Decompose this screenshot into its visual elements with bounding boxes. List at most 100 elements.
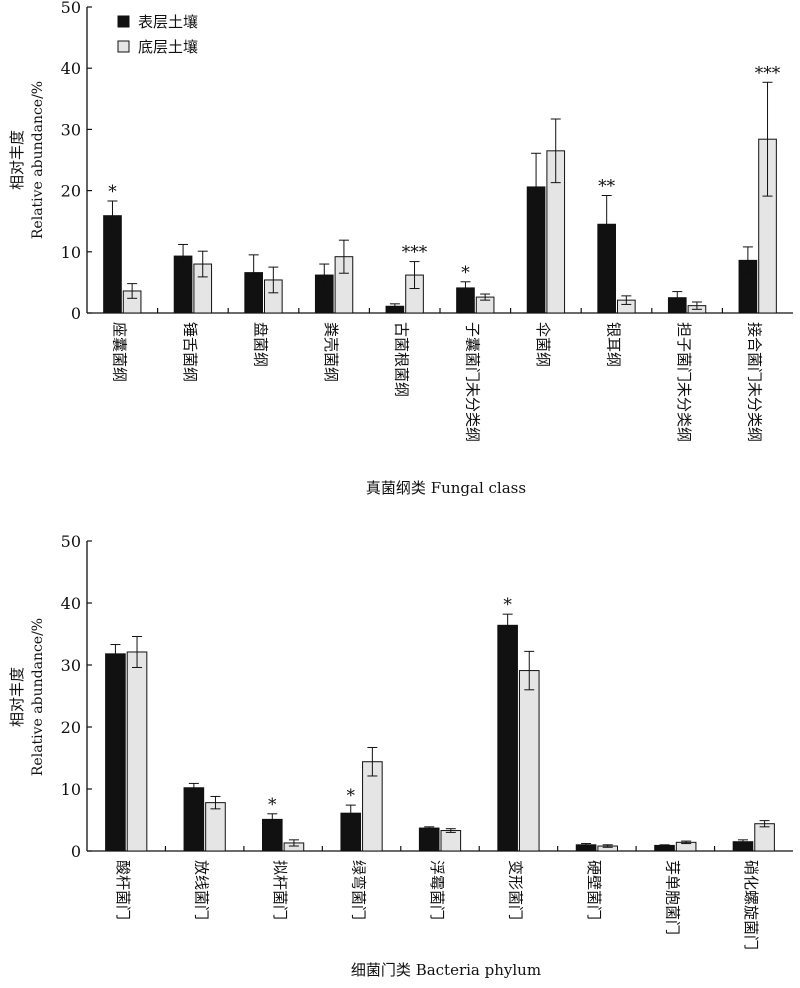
- bacteria-bar-subsurface: [205, 802, 226, 852]
- bacteria-significance-mark: *: [347, 786, 356, 806]
- bacteria-bar-surface: [105, 653, 126, 852]
- legend-label-surface: 表层土壤: [138, 13, 198, 31]
- bacteria-error-bar: [188, 782, 199, 793]
- fungal-error-bar: [248, 254, 259, 291]
- bacteria-y-tick-label: 40: [61, 594, 81, 613]
- fungal-error-bar: [742, 246, 753, 275]
- bacteria-error-bar: [581, 843, 592, 847]
- bacteria-bar-subsurface: [754, 823, 775, 852]
- bacteria-bar-subsurface: [126, 651, 148, 852]
- fungal-error-bar: [480, 293, 491, 301]
- legend-swatch-subsurface: [117, 40, 130, 53]
- bacteria-y-tick-label: 30: [61, 656, 81, 675]
- fungal-error-bar: [672, 291, 683, 305]
- bacteria-category-label: 芽单胞菌门: [663, 860, 681, 935]
- fungal-y-tick-label: 40: [61, 59, 81, 78]
- fungal-error-bar: [531, 152, 542, 222]
- bacteria-error-bar: [502, 613, 513, 637]
- legend-label-subsurface: 底层土壤: [138, 38, 198, 56]
- fungal-category-label: 座囊菌纲: [110, 322, 128, 382]
- bacteria-error-bar: [367, 746, 378, 777]
- bacteria-category-label: 拟杆菌门: [271, 860, 289, 920]
- fungal-category-label: 银耳纲: [605, 322, 623, 367]
- bacteria-error-bar: [424, 826, 435, 830]
- legend: 表层土壤 底层土壤: [117, 13, 198, 56]
- fungal-y-tick-label: 20: [61, 182, 81, 201]
- bacteria-bar-surface: [418, 827, 440, 852]
- bacteria-error-bar: [445, 828, 456, 833]
- fungal-class-chart: 0 10 20 30 40 50 座囊菌纲 锤舌菌纲 盘菌纲 粪壳菌纲 古菌根菌纲 子囊菌门未分类纲 伞…: [61, 0, 793, 442]
- bacteria-y-tick-label: 20: [61, 718, 81, 737]
- fungal-chart-text: 相对丰度 Relative abundance/% 真菌纲类 Fungal cl…: [8, 81, 526, 497]
- fungal-significance-mark: **: [598, 176, 616, 196]
- fungal-error-bar: [550, 118, 561, 184]
- bacteria-xlabel: 细菌门类 Bacteria phylum: [351, 961, 541, 979]
- fungal-significance-mark: ***: [402, 243, 428, 263]
- bacteria-y-tick-label: 50: [61, 532, 81, 551]
- fungal-category-label: 担子菌门未分类纲: [675, 322, 693, 442]
- bacteria-category-label: 硬壁菌门: [585, 860, 603, 920]
- fungal-category-label: 盘菌纲: [252, 322, 270, 367]
- bacteria-significance-mark: *: [268, 795, 277, 815]
- fungal-ylabel-cn: 相对丰度: [8, 130, 26, 190]
- fungal-ylabel-en: Relative abundance/%: [30, 81, 46, 239]
- bacteria-error-bar: [345, 804, 356, 822]
- fungal-error-bar: [762, 81, 773, 197]
- bacteria-error-bar: [110, 644, 121, 664]
- fungal-error-bar: [621, 295, 632, 305]
- bacteria-chart-text: 相对丰度 Relative abundance/% 细菌门类 Bacteria …: [8, 618, 541, 979]
- bacteria-y-tick-label: 0: [71, 842, 81, 861]
- bacteria-y-tick-label: 10: [61, 780, 81, 799]
- fungal-category-label: 伞菌纲: [534, 322, 552, 367]
- bacteria-category-label: 硝化螺旋菌门: [742, 860, 760, 950]
- fungal-category-label: 子囊菌门未分类纲: [463, 322, 481, 442]
- fungal-xlabel: 真菌纲类 Fungal class: [366, 479, 526, 497]
- fungal-category-label: 古菌根菌纲: [393, 322, 411, 397]
- fungal-error-bar: [319, 263, 330, 287]
- fungal-category-label: 锤舌菌纲: [181, 322, 199, 382]
- fungal-significance-mark: *: [461, 263, 470, 283]
- fungal-error-bar: [601, 194, 612, 254]
- bacteria-error-bar: [759, 820, 770, 828]
- bacteria-bar-subsurface: [518, 670, 540, 852]
- bacteria-category-label: 绿弯菌门: [350, 860, 368, 920]
- fungal-error-bar: [409, 261, 420, 290]
- fungal-y-tick-label: 0: [71, 304, 81, 323]
- bacteria-error-bar: [681, 840, 692, 845]
- fungal-error-bar: [197, 250, 208, 278]
- bacteria-error-bar: [288, 839, 299, 847]
- bacteria-ylabel-en: Relative abundance/%: [30, 618, 46, 776]
- bacteria-error-bar: [737, 839, 748, 845]
- fungal-error-bar: [127, 283, 138, 299]
- fungal-error-bar: [178, 243, 189, 269]
- bacteria-phylum-chart: 0 10 20 30 40 50 酸杆菌门 放线菌门 拟杆菌门 绿弯菌门 浮霉菌门 变形菌门 硬壁菌门 芽…: [61, 532, 793, 950]
- fungal-error-bar: [389, 303, 400, 310]
- bacteria-error-bar: [210, 795, 221, 810]
- bacteria-bar-subsurface: [440, 830, 462, 852]
- fungal-y-tick-label: 30: [61, 120, 81, 139]
- fungal-error-bar: [107, 200, 118, 231]
- fungal-category-label: 接合菌门未分类纲: [746, 322, 764, 442]
- bacteria-error-bar: [602, 844, 613, 848]
- fungal-error-bar: [338, 239, 349, 274]
- fungal-significance-mark: ***: [755, 63, 781, 83]
- bacteria-error-bar: [524, 650, 535, 691]
- bacteria-category-label: 放线菌门: [193, 860, 211, 920]
- fungal-y-tick-label: 10: [61, 243, 81, 262]
- bacteria-error-bar: [267, 813, 278, 826]
- fungal-category-label: 粪壳菌纲: [322, 322, 340, 382]
- bacteria-category-label: 变形菌门: [506, 860, 524, 920]
- fungal-error-bar: [691, 301, 702, 310]
- bacteria-bar-surface: [183, 787, 205, 852]
- fungal-error-bar: [460, 281, 471, 295]
- bacteria-error-bar: [132, 635, 143, 668]
- legend-swatch-surface: [117, 15, 130, 28]
- fungal-error-bar: [268, 266, 279, 294]
- fungal-y-tick-label: 50: [61, 0, 81, 17]
- bacteria-significance-mark: *: [503, 595, 512, 615]
- bacteria-ylabel-cn: 相对丰度: [8, 667, 26, 727]
- bacteria-bar-surface: [497, 624, 518, 852]
- bacteria-error-bar: [659, 844, 670, 847]
